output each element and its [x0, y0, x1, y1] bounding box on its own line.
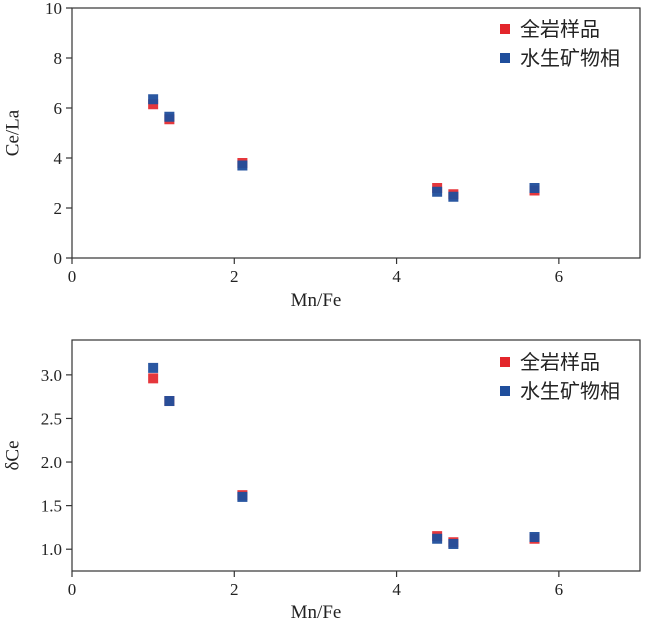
y-tick-label: 3.0: [41, 366, 62, 385]
data-point-series-1: [448, 538, 459, 549]
y-axis-title: δCe: [2, 440, 23, 470]
y-tick-label: 2.5: [41, 409, 62, 428]
y-tick-label: 10: [45, 0, 62, 18]
data-point-series-1: [432, 533, 443, 544]
x-tick-label: 0: [68, 580, 77, 599]
plot-frame: [71, 339, 641, 572]
data-point-series-1: [432, 186, 443, 197]
y-axis-title: Ce/La: [2, 109, 23, 156]
plot-frame: [71, 7, 641, 259]
legend-label: 全岩样品: [520, 350, 600, 374]
y-tick-label: 6: [54, 99, 63, 118]
y-tick-label: 2.0: [41, 453, 62, 472]
data-point-series-1: [237, 160, 248, 171]
x-tick-label: 0: [68, 267, 77, 286]
legend-label: 全岩样品: [520, 17, 600, 41]
x-tick-label: 2: [230, 580, 239, 599]
data-point-series-0: [148, 373, 159, 384]
legend-marker: [500, 386, 510, 396]
data-point-series-1: [529, 183, 540, 193]
data-point-series-1: [237, 491, 248, 502]
x-tick-label: 4: [392, 580, 401, 599]
y-tick-label: 1.5: [41, 497, 62, 516]
x-axis-title: Mn/Fe: [291, 602, 342, 623]
data-point-series-1: [529, 532, 540, 543]
legend-label: 水生矿物相: [520, 379, 620, 403]
x-tick-label: 2: [230, 267, 239, 286]
x-axis-title: Mn/Fe: [291, 290, 342, 311]
data-point-series-1: [448, 191, 459, 202]
y-tick-label: 0: [54, 249, 63, 268]
data-point-series-1: [148, 94, 159, 105]
y-tick-label: 2: [54, 199, 63, 218]
legend-marker: [500, 357, 510, 367]
x-tick-label: 6: [555, 580, 564, 599]
y-tick-label: 8: [54, 49, 63, 68]
legend-marker: [500, 53, 510, 63]
y-tick-label: 1.0: [41, 540, 62, 559]
data-point-series-1: [148, 362, 159, 373]
x-tick-label: 6: [555, 267, 564, 286]
y-tick-label: 4: [54, 149, 63, 168]
legend-marker: [500, 24, 510, 34]
x-tick-label: 4: [392, 267, 401, 286]
legend-label: 水生矿物相: [520, 46, 620, 70]
data-point-series-1: [164, 396, 175, 407]
data-point-series-1: [164, 111, 175, 122]
